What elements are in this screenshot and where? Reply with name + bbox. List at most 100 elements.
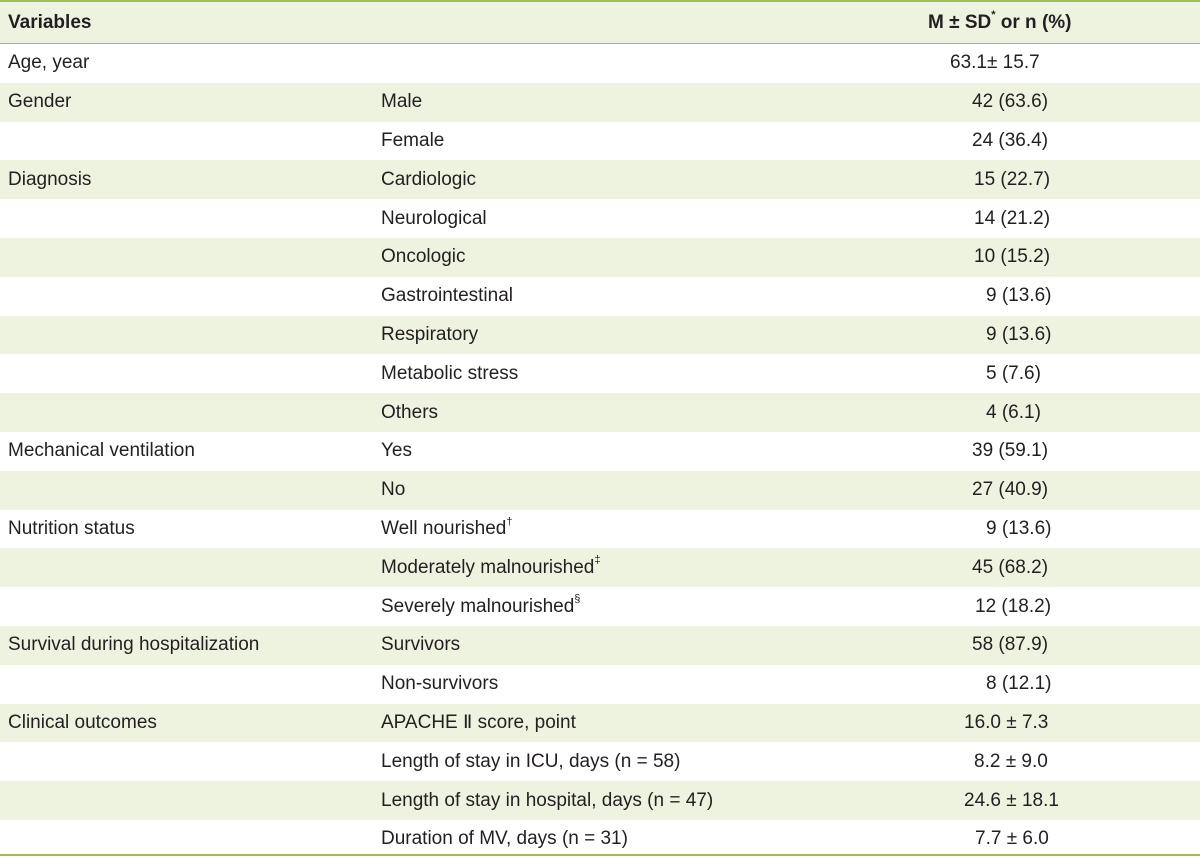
subcategory-label: Respiratory bbox=[381, 323, 479, 345]
value-cell: 24 (36.4) bbox=[972, 129, 1049, 151]
subcategory-label: Cardiologic bbox=[381, 168, 477, 190]
variable-cell: Mechanical ventilation bbox=[8, 440, 195, 462]
subcategory-label: Non-survivors bbox=[381, 673, 499, 695]
value-cell: 42 (63.6) bbox=[972, 91, 1049, 113]
value-cell: 9 (13.6) bbox=[986, 517, 1052, 539]
subcategory-label: Yes bbox=[381, 440, 412, 462]
subcategory-label: Survivors bbox=[381, 634, 461, 656]
subcategory-cell: Neurological bbox=[374, 208, 900, 230]
value-cell: 7.7 ± 6.0 bbox=[975, 828, 1049, 850]
table-row: No 27 (40.9) bbox=[0, 470, 1200, 510]
variable-cell: Diagnosis bbox=[8, 168, 92, 190]
table-bottom-rule bbox=[0, 854, 1200, 856]
variable-cell: Gender bbox=[8, 91, 72, 113]
subcategory-cell: Respiratory bbox=[374, 324, 900, 346]
table-row: Severely malnourished§ 12 (18.2) bbox=[0, 587, 1200, 626]
subcategory-label: Gastrointestinal bbox=[381, 285, 514, 307]
value-cell: 5 (7.6) bbox=[986, 362, 1041, 384]
value-cell: 45 (68.2) bbox=[972, 556, 1049, 578]
value-cell: 24.6 ± 18.1 bbox=[964, 789, 1059, 811]
table-body: Age, year 63.1± 15.7 Gender Male 42 (63.6) Fe… bbox=[0, 44, 1200, 859]
subcategory-cell: APACHE Ⅱ score, point bbox=[374, 711, 900, 734]
value-cell: 9 (13.6) bbox=[986, 323, 1052, 345]
table-row: Duration of MV, days (n = 31) 7.7 ± 6.0 bbox=[0, 820, 1200, 859]
table-row: Nutrition status Well nourished† 9 (13.6) bbox=[0, 510, 1200, 549]
value-cell: 39 (59.1) bbox=[972, 440, 1049, 462]
table-row: Length of stay in hospital, days (n = 47… bbox=[0, 781, 1200, 820]
subcategory-cell: Survivors bbox=[374, 634, 900, 656]
value-cell: 15 (22.7) bbox=[974, 168, 1051, 190]
variable-cell: Survival during hospitalization bbox=[8, 634, 260, 656]
subcategory-label: Others bbox=[381, 401, 439, 423]
value-cell: 8.2 ± 9.0 bbox=[974, 750, 1048, 772]
subcategory-cell: Non-survivors bbox=[374, 673, 900, 695]
table-row: Metabolic stress 5 (7.6) bbox=[0, 354, 1200, 393]
table-row: Survival during hospitalization Survivors… bbox=[0, 625, 1200, 665]
value-cell: 12 (18.2) bbox=[975, 595, 1052, 617]
table-row: Oncologic 10 (15.2) bbox=[0, 237, 1200, 277]
value-cell: 14 (21.2) bbox=[974, 207, 1051, 229]
table-row: Female 24 (36.4) bbox=[0, 122, 1200, 161]
table-header-row: Variables M ± SD* or n (%) bbox=[0, 0, 1200, 44]
variable-cell: Age, year bbox=[8, 52, 90, 74]
subcategory-cell: Gastrointestinal bbox=[374, 285, 900, 307]
value-cell: 4 (6.1) bbox=[986, 401, 1041, 423]
subcategory-cell: Cardiologic bbox=[374, 169, 900, 191]
table-row: Non-survivors 8 (12.1) bbox=[0, 665, 1200, 704]
table-row: Others 4 (6.1) bbox=[0, 393, 1200, 432]
variable-cell: Clinical outcomes bbox=[8, 711, 157, 733]
subcategory-label: Severely malnourished bbox=[381, 595, 575, 617]
table-row: Diagnosis Cardiologic 15 (22.7) bbox=[0, 160, 1200, 200]
subcategory-cell: Severely malnourished§ bbox=[374, 593, 900, 618]
subcategory-cell: Duration of MV, days (n = 31) bbox=[374, 828, 900, 850]
subcategory-cell: No bbox=[374, 479, 900, 501]
value-cell: 9 (13.6) bbox=[986, 285, 1052, 307]
value-cell: 58 (87.9) bbox=[972, 634, 1049, 656]
subcategory-cell: Male bbox=[374, 91, 900, 113]
subcategory-cell: Oncologic bbox=[374, 246, 900, 268]
subcategory-label: No bbox=[381, 479, 406, 501]
subcategory-cell: Yes bbox=[374, 440, 900, 462]
subcategory-cell: Well nourished† bbox=[374, 515, 900, 540]
header-value-prefix: M ± SD bbox=[928, 11, 992, 33]
table-row: Length of stay in ICU, days (n = 58) 8.2 … bbox=[0, 742, 1200, 781]
subcategory-label: Oncologic bbox=[381, 246, 466, 268]
subcategory-label: Neurological bbox=[381, 207, 487, 229]
value-cell: 63.1± 15.7 bbox=[950, 52, 1040, 74]
table-row: Age, year 63.1± 15.7 bbox=[0, 44, 1200, 83]
subcategory-label: Metabolic stress bbox=[381, 362, 519, 384]
subcategory-cell: Others bbox=[374, 402, 900, 424]
value-cell: 16.0 ± 7.3 bbox=[964, 711, 1049, 733]
value-cell: 27 (40.9) bbox=[972, 479, 1049, 501]
subcategory-label: Moderately malnourished bbox=[381, 556, 595, 578]
table-row: Gastrointestinal 9 (13.6) bbox=[0, 277, 1200, 316]
subcategory-cell: Metabolic stress bbox=[374, 363, 900, 385]
subcategory-footnote: † bbox=[506, 515, 513, 528]
subcategory-label: APACHE Ⅱ score, point bbox=[381, 712, 576, 734]
header-value-footnote: * bbox=[991, 9, 996, 22]
table-row: Respiratory 9 (13.6) bbox=[0, 315, 1200, 355]
subcategory-cell: Moderately malnourished‡ bbox=[374, 554, 900, 579]
subcategory-cell: Length of stay in ICU, days (n = 58) bbox=[374, 751, 900, 773]
header-value: M ± SD* or n (%) bbox=[900, 9, 1200, 34]
header-value-suffix: or n (%) bbox=[995, 11, 1072, 33]
subcategory-footnote: ‡ bbox=[594, 554, 601, 567]
variable-cell: Nutrition status bbox=[8, 517, 135, 539]
value-cell: 10 (15.2) bbox=[974, 246, 1051, 268]
table-row: Mechanical ventilation Yes 39 (59.1) bbox=[0, 432, 1200, 471]
subcategory-label: Duration of MV, days (n = 31) bbox=[381, 828, 628, 850]
subcategory-footnote: § bbox=[574, 593, 581, 606]
table-row: Clinical outcomes APACHE Ⅱ score, point 16… bbox=[0, 703, 1200, 743]
table-row: Gender Male 42 (63.6) bbox=[0, 82, 1200, 122]
subcategory-label: Female bbox=[381, 129, 445, 151]
subcategory-cell: Length of stay in hospital, days (n = 47… bbox=[374, 790, 900, 812]
subcategory-label: Male bbox=[381, 91, 423, 113]
value-cell: 8 (12.1) bbox=[986, 673, 1052, 695]
subcategory-label: Well nourished bbox=[381, 517, 507, 539]
subcategory-cell: Female bbox=[374, 130, 900, 152]
table-row: Moderately malnourished‡ 45 (68.2) bbox=[0, 548, 1200, 588]
header-variables: Variables bbox=[8, 11, 92, 33]
subcategory-label: Length of stay in ICU, days (n = 58) bbox=[381, 750, 681, 772]
table-row: Neurological 14 (21.2) bbox=[0, 199, 1200, 238]
